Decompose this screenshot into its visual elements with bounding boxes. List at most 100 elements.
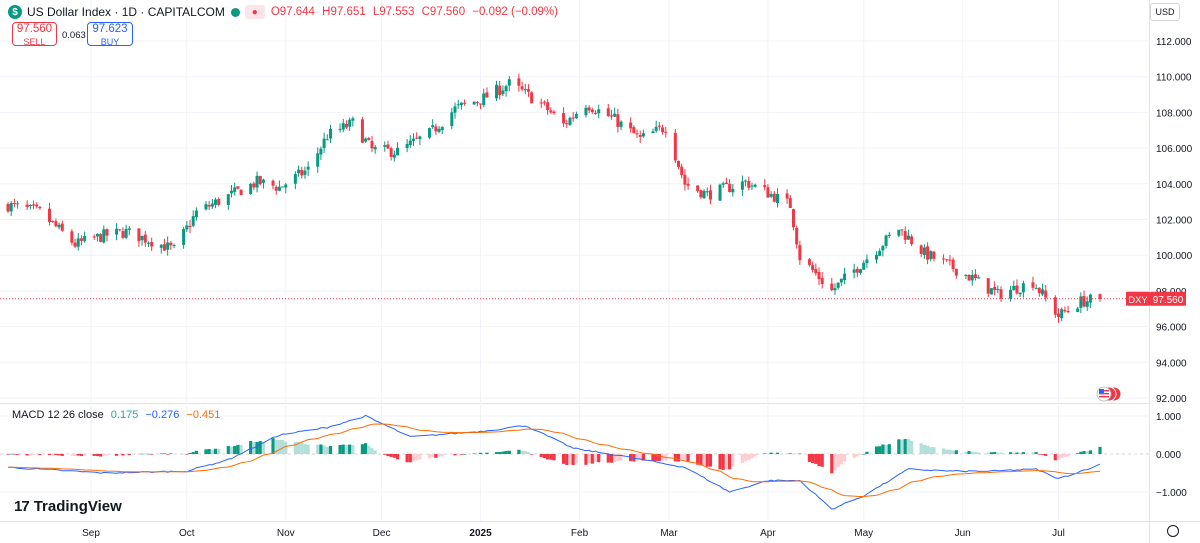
- macd-hist-bar: [47, 454, 52, 456]
- candle-body: [830, 283, 834, 291]
- candle-body: [79, 238, 83, 241]
- macd-hist-bar: [35, 454, 39, 455]
- candle-body: [1012, 285, 1016, 291]
- candle-body: [1053, 297, 1057, 315]
- macd-hist-bar: [485, 452, 489, 454]
- candle-body: [750, 185, 754, 187]
- candle-body: [115, 228, 119, 235]
- candle-body: [1021, 283, 1025, 293]
- symbol-title[interactable]: US Dollar Index · 1D · CAPITALCOM: [27, 5, 225, 19]
- macd-hist-bar: [6, 454, 10, 455]
- macd-hist-bar: [852, 454, 856, 458]
- candle-body: [271, 180, 275, 186]
- us-flag-icon[interactable]: [1096, 386, 1124, 402]
- settings-icon[interactable]: [1167, 525, 1179, 537]
- candle-body: [1066, 311, 1070, 313]
- candle-body: [504, 86, 508, 92]
- macd-hist-bar: [680, 454, 684, 461]
- buy-button[interactable]: 97.623 BUY: [87, 22, 133, 47]
- macd-hist-bar: [932, 447, 936, 454]
- candle-body: [1085, 301, 1089, 307]
- macd-hist-bar: [993, 452, 997, 454]
- macd-hist-bar: [657, 454, 661, 461]
- macd-hist-bar: [1079, 451, 1083, 454]
- macd-hist-bar: [948, 449, 952, 454]
- candle-body: [210, 203, 214, 207]
- candle-body: [25, 204, 29, 208]
- macd-hist-bar: [632, 454, 636, 462]
- sell-button[interactable]: 97.560 SELL: [12, 22, 57, 47]
- candle-body: [83, 236, 87, 242]
- macd-legend-label[interactable]: MACD 12 26 close: [12, 409, 104, 421]
- macd-hist-bar: [31, 454, 36, 456]
- macd-hist-bar: [392, 454, 396, 458]
- price-tag-value: 97.560: [1153, 295, 1184, 306]
- macd-hist-bar: [549, 454, 553, 460]
- candle-body: [386, 144, 390, 149]
- candle-body: [517, 78, 521, 86]
- tradingview-logo[interactable]: 17 TradingView: [14, 498, 122, 515]
- candle-body: [1098, 294, 1102, 299]
- candle-body: [70, 231, 74, 243]
- currency-button[interactable]: USD: [1150, 3, 1180, 21]
- candle-body: [1088, 294, 1092, 303]
- candle-body: [281, 186, 285, 188]
- candle-body: [182, 228, 186, 245]
- macd-hist-bar: [763, 453, 767, 455]
- candle-body: [322, 138, 326, 149]
- macd-hist-bar: [204, 449, 208, 454]
- candle-body: [795, 227, 799, 245]
- price-axis-label: 106.000: [1156, 144, 1193, 155]
- market-status-dot[interactable]: [230, 7, 240, 17]
- candle-body: [396, 147, 400, 156]
- macd-hist-bar: [660, 454, 665, 461]
- candle-body: [140, 235, 144, 241]
- candle-body: [776, 193, 780, 203]
- macd-line-value: −0.276: [145, 409, 180, 421]
- macd-hist-bar: [1056, 454, 1061, 460]
- candle-body: [874, 254, 878, 260]
- macd-hist-bar: [795, 453, 799, 455]
- macd-hist-bar: [172, 453, 176, 455]
- candle-body: [884, 235, 888, 246]
- candle-body: [763, 185, 767, 188]
- candle-body: [683, 174, 687, 185]
- macd-hist-bar: [303, 443, 307, 454]
- candle-body: [252, 183, 256, 188]
- candle-body: [673, 132, 677, 161]
- candle-body: [878, 250, 882, 256]
- candle-body: [814, 268, 818, 274]
- macd-hist-bar: [951, 450, 955, 454]
- candle-body: [903, 231, 907, 240]
- macd-hist-bar: [364, 443, 368, 454]
- macd-axis-label: 0.000: [1156, 450, 1181, 461]
- candle-body: [539, 102, 543, 104]
- buy-label: BUY: [100, 37, 120, 47]
- candle-body: [638, 135, 642, 137]
- macd-hist-bar: [440, 454, 444, 457]
- macd-hist-bar: [255, 441, 259, 454]
- candle-body: [661, 127, 665, 133]
- candle-body: [1082, 296, 1086, 307]
- macd-hist-bar: [296, 441, 301, 454]
- macd-hist-bar: [1060, 454, 1064, 459]
- candle-body: [1060, 309, 1064, 319]
- macd-hist-bar: [127, 454, 131, 456]
- candle-body: [964, 274, 968, 276]
- sell-label: SELL: [23, 37, 46, 47]
- candle-body: [344, 123, 348, 128]
- candle-body: [574, 114, 578, 119]
- candle-body: [1031, 282, 1035, 288]
- macd-hist-bar: [73, 454, 77, 456]
- macd-hist-bar: [791, 453, 796, 455]
- candle-body: [1015, 285, 1019, 294]
- candle-body: [571, 117, 575, 119]
- macd-hist-bar: [280, 440, 285, 454]
- macd-hist-bar: [597, 454, 601, 463]
- macd-hist-bar: [60, 454, 64, 456]
- visibility-icon[interactable]: ●: [244, 5, 265, 19]
- macd-hist-bar: [328, 446, 333, 454]
- macd-hist-bar: [185, 454, 189, 455]
- macd-hist-bar: [686, 454, 690, 462]
